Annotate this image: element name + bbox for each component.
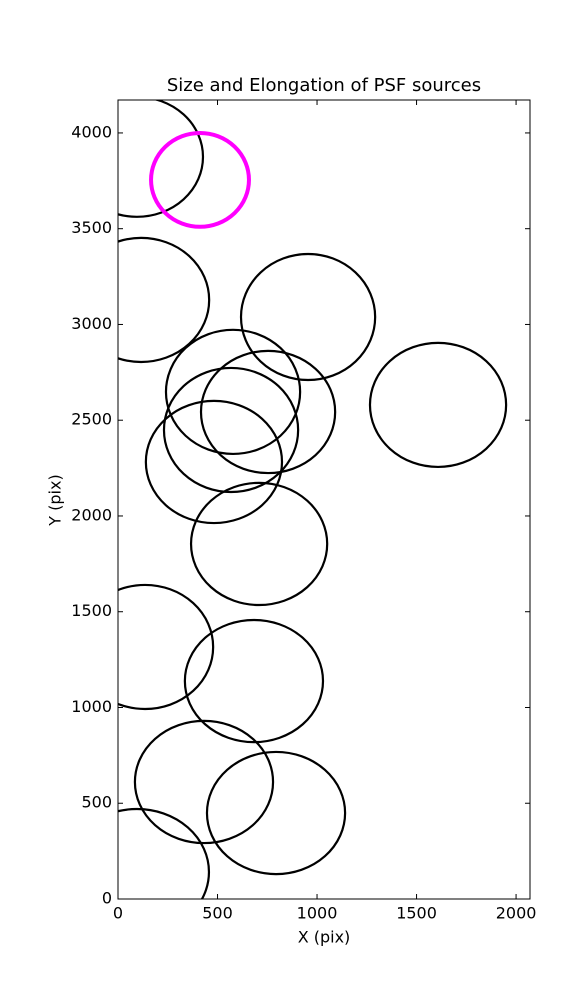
chart-title: Size and Elongation of PSF sources [167,75,481,96]
x-tick-label: 1500 [396,904,437,923]
y-axis-label: Y (pix) [46,474,65,526]
y-tick-label: 1500 [71,601,112,620]
y-tick-label: 3000 [71,314,112,333]
ellipse [164,328,302,456]
x-tick-label: 2000 [496,904,537,923]
ellipse [133,719,275,845]
ellipse [118,236,211,364]
plot-area [118,100,508,899]
ellipse [144,399,284,525]
y-tick-label: 2500 [71,410,112,429]
ellipse [118,807,211,899]
ellipse [368,341,508,469]
x-tick-label: 1000 [297,904,338,923]
x-axis-label: X (pix) [298,928,351,947]
ellipse [205,750,347,876]
y-tick-label: 1000 [71,697,112,716]
ellipse [189,481,329,607]
x-tick-label: 500 [202,904,233,923]
y-tick-label: 3500 [71,218,112,237]
ellipse [149,130,251,229]
y-tick-label: 0 [102,889,112,908]
ellipse [183,618,325,744]
ellipse [199,349,337,475]
ellipse [118,100,205,218]
ellipse [239,252,377,382]
y-tick-label: 500 [81,793,112,812]
ellipse [162,366,300,494]
y-tick-label: 2000 [71,505,112,524]
plot-frame [117,99,531,900]
x-tick-label: 0 [113,904,123,923]
ellipse [118,583,215,711]
y-tick-label: 4000 [71,122,112,141]
